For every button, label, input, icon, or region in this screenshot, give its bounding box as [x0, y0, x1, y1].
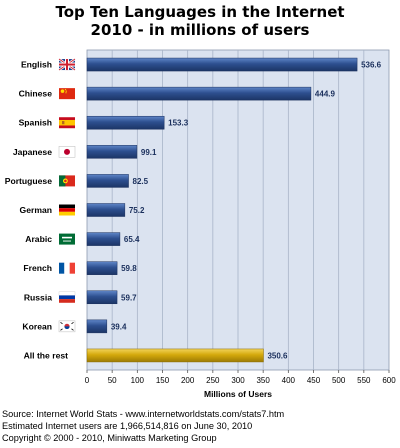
category-label: All the rest: [24, 350, 69, 360]
x-tick-label: 550: [357, 376, 371, 385]
x-tick-label: 100: [131, 376, 145, 385]
category-label: Arabic: [25, 234, 52, 244]
bar: [86, 290, 118, 305]
data-label: 536.6: [361, 61, 382, 70]
data-label: 59.7: [121, 293, 137, 302]
x-axis-title: Millions of Users: [204, 389, 272, 399]
bar: [86, 57, 358, 72]
bar: [86, 86, 312, 101]
category-label: Korean: [22, 321, 52, 331]
x-tick-label: 450: [307, 376, 321, 385]
portugal-flag-icon: [59, 175, 75, 187]
data-label: 59.8: [121, 264, 137, 273]
x-tick-label: 150: [156, 376, 170, 385]
category-label: German: [20, 205, 52, 215]
bar: [86, 203, 126, 217]
bar: [86, 319, 108, 334]
bar: [86, 261, 118, 275]
bar: [86, 115, 165, 130]
x-tick-label: 400: [282, 376, 296, 385]
china-flag-icon: [59, 88, 75, 100]
x-tick-label: 0: [85, 376, 90, 385]
data-label: 39.4: [111, 322, 127, 331]
saudi-arabia-flag-icon: [59, 233, 75, 245]
category-label: English: [21, 60, 52, 70]
japan-flag-icon: [58, 146, 76, 158]
x-tick-label: 250: [206, 376, 220, 385]
data-label: 99.1: [141, 148, 157, 157]
bar: [86, 232, 121, 246]
spain-flag-icon: [59, 117, 75, 129]
data-label: 153.3: [168, 119, 189, 128]
x-tick-label: 300: [231, 376, 245, 385]
x-tick-label: 50: [108, 376, 117, 385]
chart-subtitle: 2010 - in millions of users: [90, 21, 310, 39]
data-label: 65.4: [124, 235, 140, 244]
x-tick-label: 350: [256, 376, 270, 385]
category-label: Spanish: [19, 118, 52, 128]
category-label: Russia: [24, 292, 52, 302]
data-label: 82.5: [133, 177, 149, 186]
category-label: French: [23, 263, 52, 273]
data-label: 75.2: [129, 206, 145, 215]
bar: [86, 145, 138, 159]
korea-flag-icon: [58, 320, 76, 333]
bar-chart: 0 50 100 150 200 250 300 350 400 450 500 550 600 Mill…: [5, 49, 396, 399]
germany-flag-icon: [59, 204, 75, 216]
bar-all-the-rest: [86, 348, 264, 363]
data-label: 444.9: [315, 90, 336, 99]
x-tick-label: 500: [332, 376, 346, 385]
estimate-note: Estimated Internet users are 1,966,514,8…: [2, 421, 253, 431]
data-label: 350.6: [267, 351, 288, 360]
uk-flag-icon: [58, 58, 76, 72]
copyright-note: Copyright © 2000 - 2010, Miniwatts Marke…: [2, 433, 217, 443]
category-label: Chinese: [19, 89, 53, 99]
source-note: Source: Internet World Stats - www.inter…: [2, 409, 285, 419]
chart-title: Top Ten Languages in the Internet: [55, 3, 345, 21]
x-tick-label: 200: [181, 376, 195, 385]
france-flag-icon: [59, 262, 75, 274]
category-label: Portuguese: [5, 176, 52, 186]
russia-flag-icon: [58, 291, 76, 303]
category-label: Japanese: [13, 147, 52, 157]
bar: [86, 174, 129, 188]
x-tick-label: 600: [382, 376, 396, 385]
